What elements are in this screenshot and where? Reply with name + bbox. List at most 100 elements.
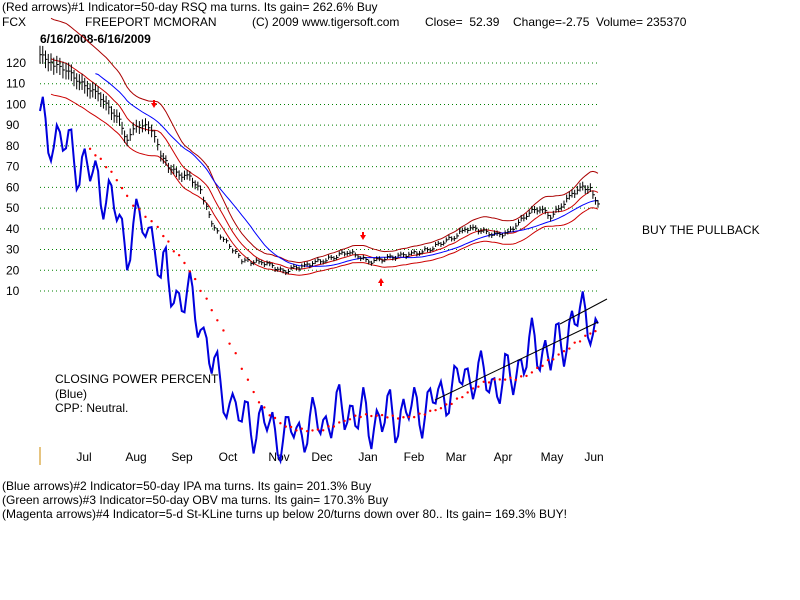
cpp-ma-dot — [455, 397, 459, 400]
y-tick-20: 20 — [6, 263, 20, 277]
x-tick-may: May — [541, 450, 564, 464]
x-tick-feb: Feb — [404, 450, 425, 464]
cpp-ma-dot — [562, 349, 566, 353]
x-tick-oct: Oct — [219, 450, 238, 464]
cpp-ma-dot — [246, 378, 250, 381]
cpp-ma-dot — [138, 208, 141, 211]
y-tick-10: 10 — [6, 284, 20, 298]
closing-power-line — [39, 96, 599, 465]
cpp-ma-dot — [343, 419, 346, 423]
cpp-ma-dot — [589, 332, 592, 335]
signal-arrows-layer — [151, 100, 384, 286]
cpp-ma-dot — [557, 353, 560, 356]
cpp-color-note: (Blue) — [55, 387, 88, 401]
cpp-ma-dot — [305, 429, 309, 433]
footer-line-3: (Magenta arrows)#4 Indicator=5-d St-KLin… — [2, 507, 567, 521]
cpp-ma-dot — [257, 401, 261, 404]
footer-line-2: (Green arrows)#3 Indicator=50-day OBV ma… — [2, 493, 389, 507]
cpp-ma-dot — [519, 375, 523, 378]
cpp-ma-dot — [322, 429, 325, 432]
cpp-ma-dot — [594, 329, 597, 333]
cpp-ma-dot — [402, 416, 405, 419]
trendline-lower — [434, 321, 599, 401]
cpp-ma-dot — [514, 378, 518, 382]
cpp-ma-dot — [439, 407, 443, 410]
y-tick-70: 70 — [6, 160, 20, 174]
cpp-ma-dot — [573, 341, 576, 344]
cpp-ma-dot — [199, 289, 202, 293]
price-bars-layer — [39, 45, 600, 276]
cpp-ma-dot — [172, 250, 175, 253]
y-tick-60: 60 — [6, 180, 20, 194]
cpp-ma-dot — [407, 415, 411, 419]
cpp-ma-dot — [546, 358, 550, 362]
cpp-ma-dot — [125, 194, 129, 198]
cpp-ma-dot — [498, 378, 501, 381]
cpp-ma-dot — [391, 414, 394, 417]
x-tick-labels: Jul Aug Sep Oct Nov Dec Jan Feb Mar Apr May Jun — [39, 447, 604, 465]
cpp-ma-dot — [210, 308, 213, 312]
y-tick-labels: 120 110 100 90 80 70 60 50 40 30 20 10 — [6, 56, 26, 298]
footer-line-1: (Blue arrows)#2 Indicator=50-day IPA ma … — [2, 479, 372, 493]
cpp-ma-dot — [461, 395, 464, 399]
cpp-ma-dot — [268, 414, 271, 417]
cpp-ma-dot — [412, 415, 416, 419]
date-range: 6/16/2008-6/16/2009 — [40, 32, 151, 46]
cpp-ma-dot — [132, 204, 135, 207]
cpp-ma-dot — [183, 261, 186, 265]
cpp-title: CLOSING POWER PERCENT — [55, 372, 219, 386]
company-name: FREEPORT MCMORAN — [85, 15, 217, 29]
cpp-ma-dot — [252, 390, 255, 394]
cpp-ma-dot — [375, 414, 378, 417]
x-tick-jul: Jul — [76, 450, 91, 464]
volume-value: Volume= 235370 — [596, 15, 687, 29]
cpp-ma-dot — [530, 371, 534, 374]
y-tick-80: 80 — [6, 139, 20, 153]
cpp-ma-dot — [316, 428, 320, 431]
cpp-ma-dot — [295, 429, 298, 432]
cpp-ma-dot — [144, 215, 147, 219]
cpp-ma-dot — [418, 412, 421, 415]
cpp-ma-dot — [177, 254, 181, 257]
cpp-ma-dot — [332, 425, 336, 428]
cpp-ma-dot — [284, 425, 287, 428]
cpp-ma-dot — [482, 380, 485, 384]
cpp-ma-dot — [487, 381, 491, 384]
cpp-ma-dot — [396, 417, 400, 420]
down-arrow-2 — [360, 232, 366, 240]
x-tick-jun: Jun — [584, 450, 603, 464]
cpp-ma-dot — [311, 429, 314, 432]
middle-band — [50, 58, 599, 270]
cpp-ma-dot — [104, 165, 108, 169]
cpp-ma-dot — [273, 416, 277, 420]
y-tick-100: 100 — [6, 97, 26, 111]
trendline-upper — [559, 298, 608, 325]
x-tick-mar: Mar — [446, 450, 467, 464]
header-indicator-line: (Red arrows)#1 Indicator=50-day RSQ ma t… — [2, 0, 378, 14]
cpp-ma-dot — [493, 378, 496, 381]
up-arrow-1 — [378, 278, 384, 286]
cpp-ma-dot — [348, 418, 352, 421]
cpp-ma-dot — [263, 406, 266, 409]
cpp-ma-dot — [380, 413, 384, 417]
cpp-ma-dot — [568, 347, 571, 350]
cpp-ma-dot — [156, 225, 159, 229]
cpp-ma-dot — [234, 352, 237, 355]
x-tick-jan: Jan — [358, 450, 377, 464]
x-tick-apr: Apr — [494, 450, 513, 464]
cpp-ma-dot — [445, 403, 448, 406]
cpp-ma-dot — [434, 408, 437, 412]
cpp-ma-dot — [578, 340, 582, 343]
cpp-ma-dot — [429, 409, 432, 413]
change-value: Change=-2.75 — [513, 15, 590, 29]
cpp-status: CPP: Neutral. — [55, 401, 129, 415]
bands-layer — [50, 17, 599, 276]
cpp-ma-dot — [541, 364, 544, 368]
cpp-ma-dot — [150, 220, 153, 223]
cpp-ma-dot — [99, 157, 102, 161]
cpp-ma-dot — [525, 374, 528, 378]
close-value: Close= 52.39 — [425, 15, 500, 29]
cpp-ma-dot — [167, 240, 170, 243]
x-tick-sep: Sep — [171, 450, 193, 464]
